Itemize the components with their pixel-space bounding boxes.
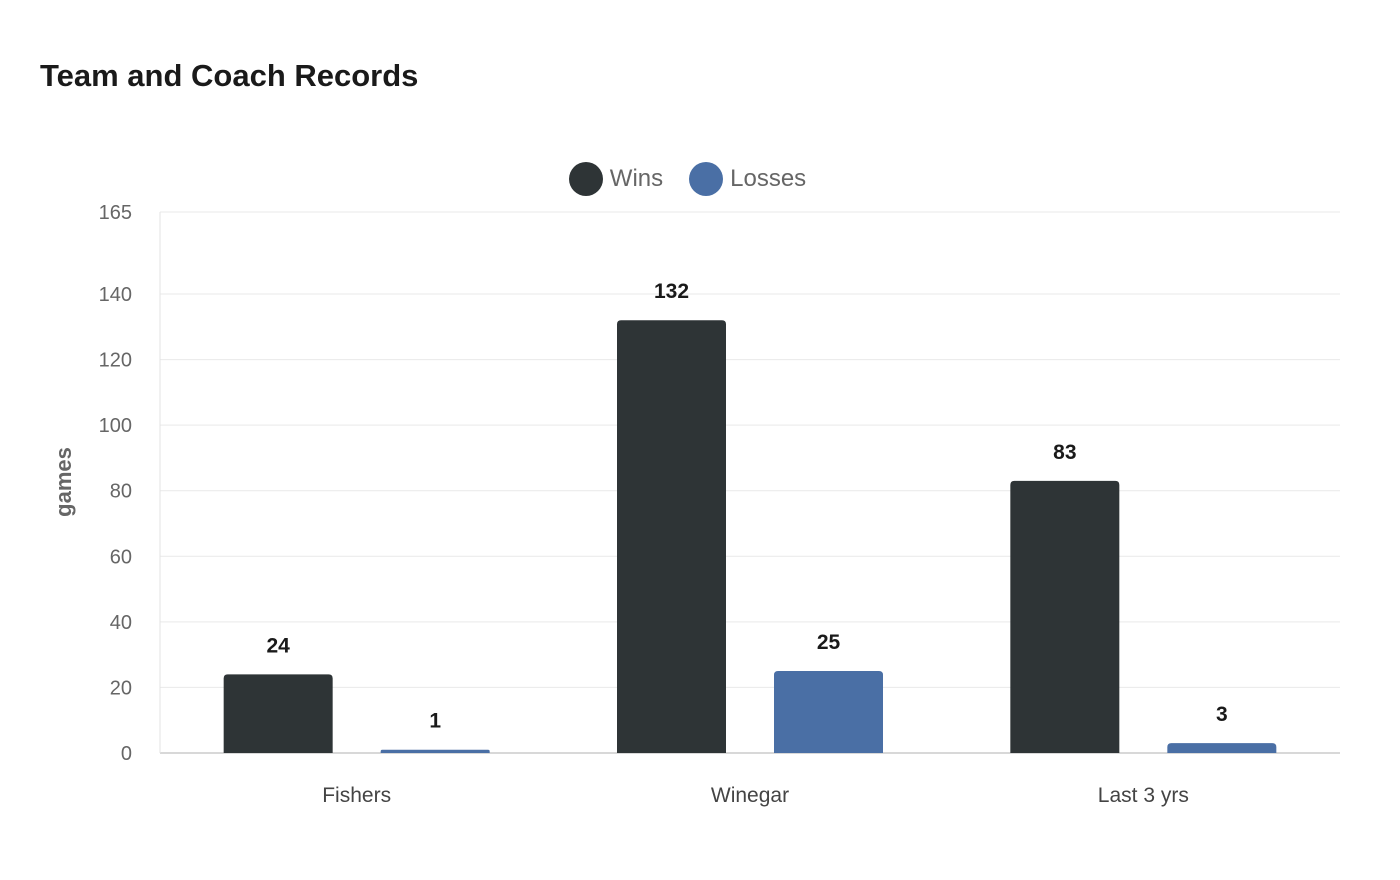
- y-tick-label: 165: [99, 202, 132, 224]
- legend-item-losses[interactable]: Losses: [689, 162, 806, 196]
- y-tick-label: 40: [110, 612, 132, 634]
- y-tick-label: 80: [110, 481, 132, 503]
- y-axis-title: games: [51, 447, 76, 517]
- x-tick-label: Last 3 yrs: [1098, 784, 1189, 807]
- y-tick-label: 0: [121, 743, 132, 765]
- legend: Wins Losses: [0, 162, 1400, 196]
- legend-swatch-losses: [689, 162, 724, 196]
- data-label: 3: [1216, 703, 1228, 726]
- legend-label-wins: Wins: [609, 165, 664, 192]
- data-label: 83: [1053, 441, 1076, 464]
- bar-wins-last-3-yrs[interactable]: [1010, 480, 1120, 753]
- legend-swatch-wins: [568, 162, 603, 196]
- bar-losses-fishers[interactable]: [380, 749, 490, 753]
- bar-wins-fishers[interactable]: [223, 674, 333, 753]
- y-tick-label: 60: [110, 546, 132, 568]
- data-label: 1: [429, 710, 441, 733]
- y-tick-label: 100: [99, 415, 132, 437]
- y-tick-label: 140: [99, 284, 132, 306]
- legend-label-losses: Losses: [730, 165, 807, 192]
- legend-item-wins[interactable]: Wins: [568, 162, 664, 196]
- chart-title: Team and Coach Records: [40, 58, 419, 93]
- bar-losses-winegar[interactable]: [774, 671, 883, 753]
- data-label: 25: [817, 631, 841, 654]
- x-tick-label: Winegar: [711, 784, 789, 807]
- y-tick-label: 120: [99, 350, 132, 372]
- x-tick-label: Fishers: [322, 784, 391, 807]
- bar-losses-last-3-yrs[interactable]: [1167, 743, 1277, 753]
- bar-wins-winegar[interactable]: [617, 320, 726, 753]
- data-label: 132: [654, 280, 689, 303]
- y-tick-label: 20: [110, 677, 132, 699]
- data-label: 24: [266, 634, 290, 657]
